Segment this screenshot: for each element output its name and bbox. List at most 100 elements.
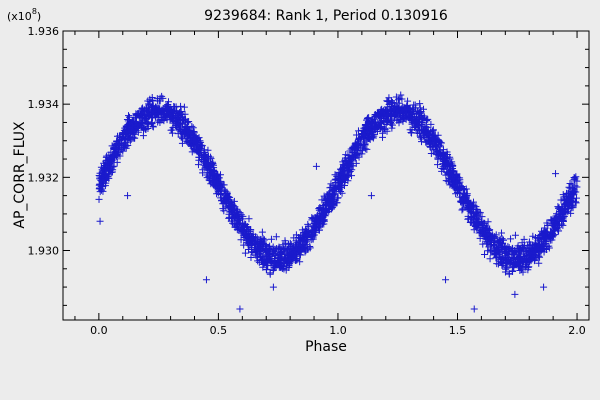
- y-tick-label: 1.930: [28, 244, 60, 257]
- data-point: [465, 201, 473, 209]
- data-point: [384, 115, 392, 123]
- data-point: [284, 255, 292, 263]
- data-point: [165, 106, 173, 114]
- data-point: [497, 229, 505, 237]
- data-point: [124, 192, 132, 200]
- data-point: [194, 161, 202, 169]
- data-point: [547, 216, 555, 224]
- data-point: [502, 265, 510, 273]
- data-point: [380, 107, 388, 115]
- data-point: [404, 105, 412, 113]
- data-point: [357, 146, 365, 154]
- data-point: [256, 235, 264, 243]
- data-point: [540, 283, 548, 291]
- data-point: [245, 215, 253, 223]
- data-point: [110, 150, 118, 158]
- data-point: [416, 100, 424, 108]
- data-point: [549, 224, 557, 232]
- data-point: [418, 138, 426, 146]
- data-point: [113, 138, 121, 146]
- data-point: [261, 245, 269, 253]
- data-point: [215, 183, 223, 191]
- data-point: [303, 245, 311, 253]
- data-point: [308, 227, 316, 235]
- data-point: [372, 124, 380, 132]
- data-point: [248, 236, 256, 244]
- data-point: [102, 159, 110, 167]
- data-point: [296, 246, 304, 254]
- data-point: [118, 134, 126, 142]
- data-point: [500, 245, 508, 253]
- y-multiplier-exponent: 8: [32, 7, 37, 16]
- data-point: [446, 153, 454, 161]
- data-point: [473, 217, 481, 225]
- data-point: [207, 168, 215, 176]
- data-point: [290, 234, 298, 242]
- data-point: [230, 206, 238, 214]
- data-point: [146, 95, 154, 103]
- data-point: [452, 172, 460, 180]
- data-point: [113, 158, 121, 166]
- data-point: [168, 129, 176, 137]
- data-point: [164, 110, 172, 118]
- data-point: [96, 180, 104, 188]
- data-point: [463, 190, 471, 198]
- data-point: [546, 236, 554, 244]
- data-point: [350, 146, 358, 154]
- data-point: [112, 141, 120, 149]
- y-multiplier-suffix: ): [37, 10, 41, 23]
- data-point: [352, 159, 360, 167]
- data-point: [172, 115, 180, 123]
- data-point: [535, 245, 543, 253]
- data-point: [277, 254, 285, 262]
- data-point: [375, 112, 383, 120]
- data-point: [483, 237, 491, 245]
- data-point: [341, 157, 349, 165]
- data-point: [388, 124, 396, 132]
- plot-area: [62, 30, 590, 321]
- data-point: [255, 258, 263, 266]
- x-tick-label: 1.5: [449, 324, 467, 337]
- data-point: [228, 200, 236, 208]
- data-point: [177, 102, 185, 110]
- data-point: [234, 216, 242, 224]
- data-point: [149, 123, 157, 131]
- data-point: [420, 132, 428, 140]
- data-point: [389, 105, 397, 113]
- data-point: [485, 230, 493, 238]
- data-point: [499, 236, 507, 244]
- data-point: [144, 124, 152, 132]
- data-point: [443, 148, 451, 156]
- data-point: [497, 255, 505, 263]
- data-point: [529, 250, 537, 258]
- data-point: [189, 137, 197, 145]
- data-point: [226, 202, 234, 209]
- data-point: [98, 177, 106, 185]
- data-point: [256, 243, 264, 251]
- data-point: [262, 247, 270, 255]
- data-point: [318, 196, 326, 204]
- data-point: [173, 123, 181, 131]
- data-point: [219, 196, 227, 204]
- data-point: [245, 232, 253, 240]
- data-point: [239, 227, 247, 235]
- data-point: [263, 265, 271, 273]
- data-point: [567, 209, 575, 217]
- data-point: [412, 126, 420, 134]
- data-point: [283, 247, 291, 255]
- data-point: [193, 147, 201, 155]
- data-point: [270, 249, 278, 257]
- data-point: [510, 255, 518, 263]
- data-point: [191, 139, 199, 147]
- data-point: [341, 178, 349, 186]
- data-point: [175, 110, 183, 118]
- data-point: [440, 156, 448, 164]
- data-point: [310, 223, 318, 231]
- data-point: [281, 237, 289, 245]
- data-point: [167, 126, 175, 134]
- data-point: [521, 263, 529, 271]
- data-point: [338, 189, 346, 197]
- data-point: [277, 255, 285, 263]
- data-point: [118, 139, 126, 147]
